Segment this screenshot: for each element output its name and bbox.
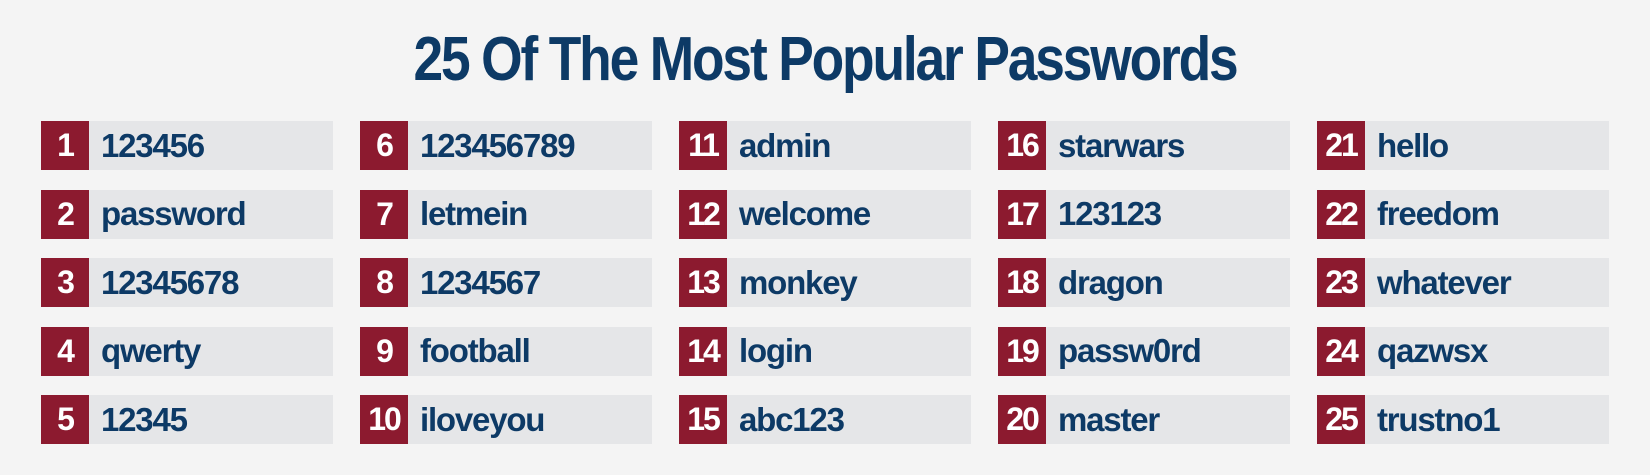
list-item: 11 admin <box>679 121 971 170</box>
page-title: 25 Of The Most Popular Passwords <box>413 25 1238 94</box>
rank-badge: 13 <box>679 258 727 307</box>
rank-badge: 5 <box>41 395 89 444</box>
list-item: 21 hello <box>1317 121 1609 170</box>
rank-badge: 4 <box>41 326 89 376</box>
rank-badge: 7 <box>360 189 408 239</box>
rank-badge: 21 <box>1317 121 1365 170</box>
password-text: iloveyou <box>420 400 545 438</box>
rank-badge: 8 <box>360 258 408 307</box>
password-text: master <box>1058 400 1160 438</box>
list-item: 3 12345678 <box>41 258 333 307</box>
list-item: 24 qazwsx <box>1317 326 1609 376</box>
password-text: welcome <box>739 195 871 232</box>
list-item: 14 login <box>679 326 971 376</box>
password-text: dragon <box>1058 263 1164 301</box>
rank-badge: 12 <box>679 189 727 239</box>
password-text: 12345678 <box>101 263 239 301</box>
list-item: 23 whatever <box>1317 258 1609 307</box>
list-item: 25 trustno1 <box>1317 395 1609 444</box>
list-item: 5 12345 <box>41 395 333 444</box>
list-item: 18 dragon <box>998 258 1290 307</box>
rank-badge: 23 <box>1317 258 1365 307</box>
list-item: 4 qwerty <box>41 326 333 376</box>
rank-badge: 9 <box>360 326 408 376</box>
password-text: football <box>420 332 531 369</box>
list-item: 15 abc123 <box>679 395 971 444</box>
password-text: admin <box>739 126 831 164</box>
password-text: password <box>101 195 247 232</box>
rank-badge: 25 <box>1317 395 1365 444</box>
password-text: hello <box>1377 126 1449 164</box>
list-item: 12 welcome <box>679 189 971 239</box>
password-text: 123123 <box>1058 195 1162 232</box>
password-text: 1234567 <box>420 263 541 301</box>
rank-badge: 6 <box>360 121 408 170</box>
rank-badge: 18 <box>998 258 1046 307</box>
list-item: 13 monkey <box>679 258 971 307</box>
rank-badge: 1 <box>41 121 89 170</box>
password-text: trustno1 <box>1377 400 1501 438</box>
list-item: 6 123456789 <box>360 121 652 170</box>
rank-badge: 17 <box>998 189 1046 239</box>
list-item: 9 football <box>360 326 652 376</box>
rank-badge: 15 <box>679 395 727 444</box>
password-text: 123456 <box>101 126 205 164</box>
password-text: freedom <box>1377 195 1500 232</box>
rank-badge: 2 <box>41 189 89 239</box>
password-text: 12345 <box>101 400 188 438</box>
rank-badge: 16 <box>998 121 1046 170</box>
password-text: whatever <box>1377 263 1512 301</box>
rank-badge: 3 <box>41 258 89 307</box>
rank-badge: 19 <box>998 326 1046 376</box>
list-item: 7 letmein <box>360 189 652 239</box>
rank-badge: 14 <box>679 326 727 376</box>
list-item: 22 freedom <box>1317 189 1609 239</box>
password-text: letmein <box>420 195 528 232</box>
list-item: 19 passw0rd <box>998 326 1290 376</box>
list-item: 20 master <box>998 395 1290 444</box>
password-text: starwars <box>1058 126 1185 164</box>
rank-badge: 24 <box>1317 326 1365 376</box>
rank-badge: 22 <box>1317 189 1365 239</box>
list-item: 2 password <box>41 189 333 239</box>
password-text: 123456789 <box>420 126 576 164</box>
password-text: qwerty <box>101 332 201 369</box>
password-text: abc123 <box>739 400 845 438</box>
password-text: login <box>739 332 813 369</box>
list-item: 16 starwars <box>998 121 1290 170</box>
list-item: 8 1234567 <box>360 258 652 307</box>
password-text: qazwsx <box>1377 332 1488 369</box>
list-item: 10 iloveyou <box>360 395 652 444</box>
rank-badge: 20 <box>998 395 1046 444</box>
password-text: passw0rd <box>1058 332 1202 369</box>
list-item: 17 123123 <box>998 189 1290 239</box>
password-text: monkey <box>739 263 858 301</box>
password-list: 1 123456 2 password 3 12345678 4 qwerty 5 123… <box>41 121 1609 444</box>
rank-badge: 10 <box>360 395 408 444</box>
list-item: 1 123456 <box>41 121 333 170</box>
rank-badge: 11 <box>679 121 727 170</box>
